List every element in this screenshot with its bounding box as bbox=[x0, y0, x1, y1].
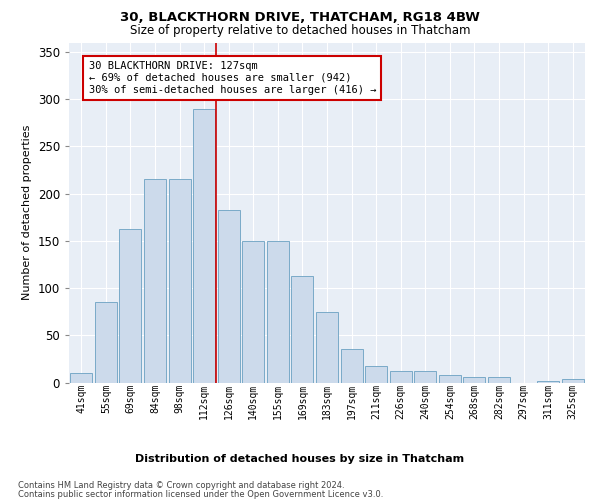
Bar bbox=[488, 377, 510, 382]
Bar bbox=[242, 241, 265, 382]
Text: Contains HM Land Registry data © Crown copyright and database right 2024.: Contains HM Land Registry data © Crown c… bbox=[18, 481, 344, 490]
Bar bbox=[389, 371, 412, 382]
Bar bbox=[562, 378, 584, 382]
Bar bbox=[70, 373, 92, 382]
Bar bbox=[95, 302, 117, 382]
Text: 30 BLACKTHORN DRIVE: 127sqm
← 69% of detached houses are smaller (942)
30% of se: 30 BLACKTHORN DRIVE: 127sqm ← 69% of det… bbox=[89, 62, 376, 94]
Bar bbox=[292, 276, 313, 382]
Bar bbox=[365, 366, 387, 382]
Text: 30, BLACKTHORN DRIVE, THATCHAM, RG18 4BW: 30, BLACKTHORN DRIVE, THATCHAM, RG18 4BW bbox=[120, 11, 480, 24]
Bar bbox=[169, 180, 191, 382]
Bar bbox=[341, 350, 362, 382]
Bar bbox=[193, 108, 215, 382]
Text: Size of property relative to detached houses in Thatcham: Size of property relative to detached ho… bbox=[130, 24, 470, 37]
Bar bbox=[463, 377, 485, 382]
Bar bbox=[414, 371, 436, 382]
Text: Distribution of detached houses by size in Thatcham: Distribution of detached houses by size … bbox=[136, 454, 464, 464]
Y-axis label: Number of detached properties: Number of detached properties bbox=[22, 125, 32, 300]
Bar bbox=[119, 228, 142, 382]
Bar bbox=[439, 375, 461, 382]
Bar bbox=[267, 241, 289, 382]
Bar bbox=[316, 312, 338, 382]
Text: Contains public sector information licensed under the Open Government Licence v3: Contains public sector information licen… bbox=[18, 490, 383, 499]
Bar bbox=[218, 210, 240, 382]
Bar bbox=[144, 180, 166, 382]
Bar bbox=[537, 380, 559, 382]
